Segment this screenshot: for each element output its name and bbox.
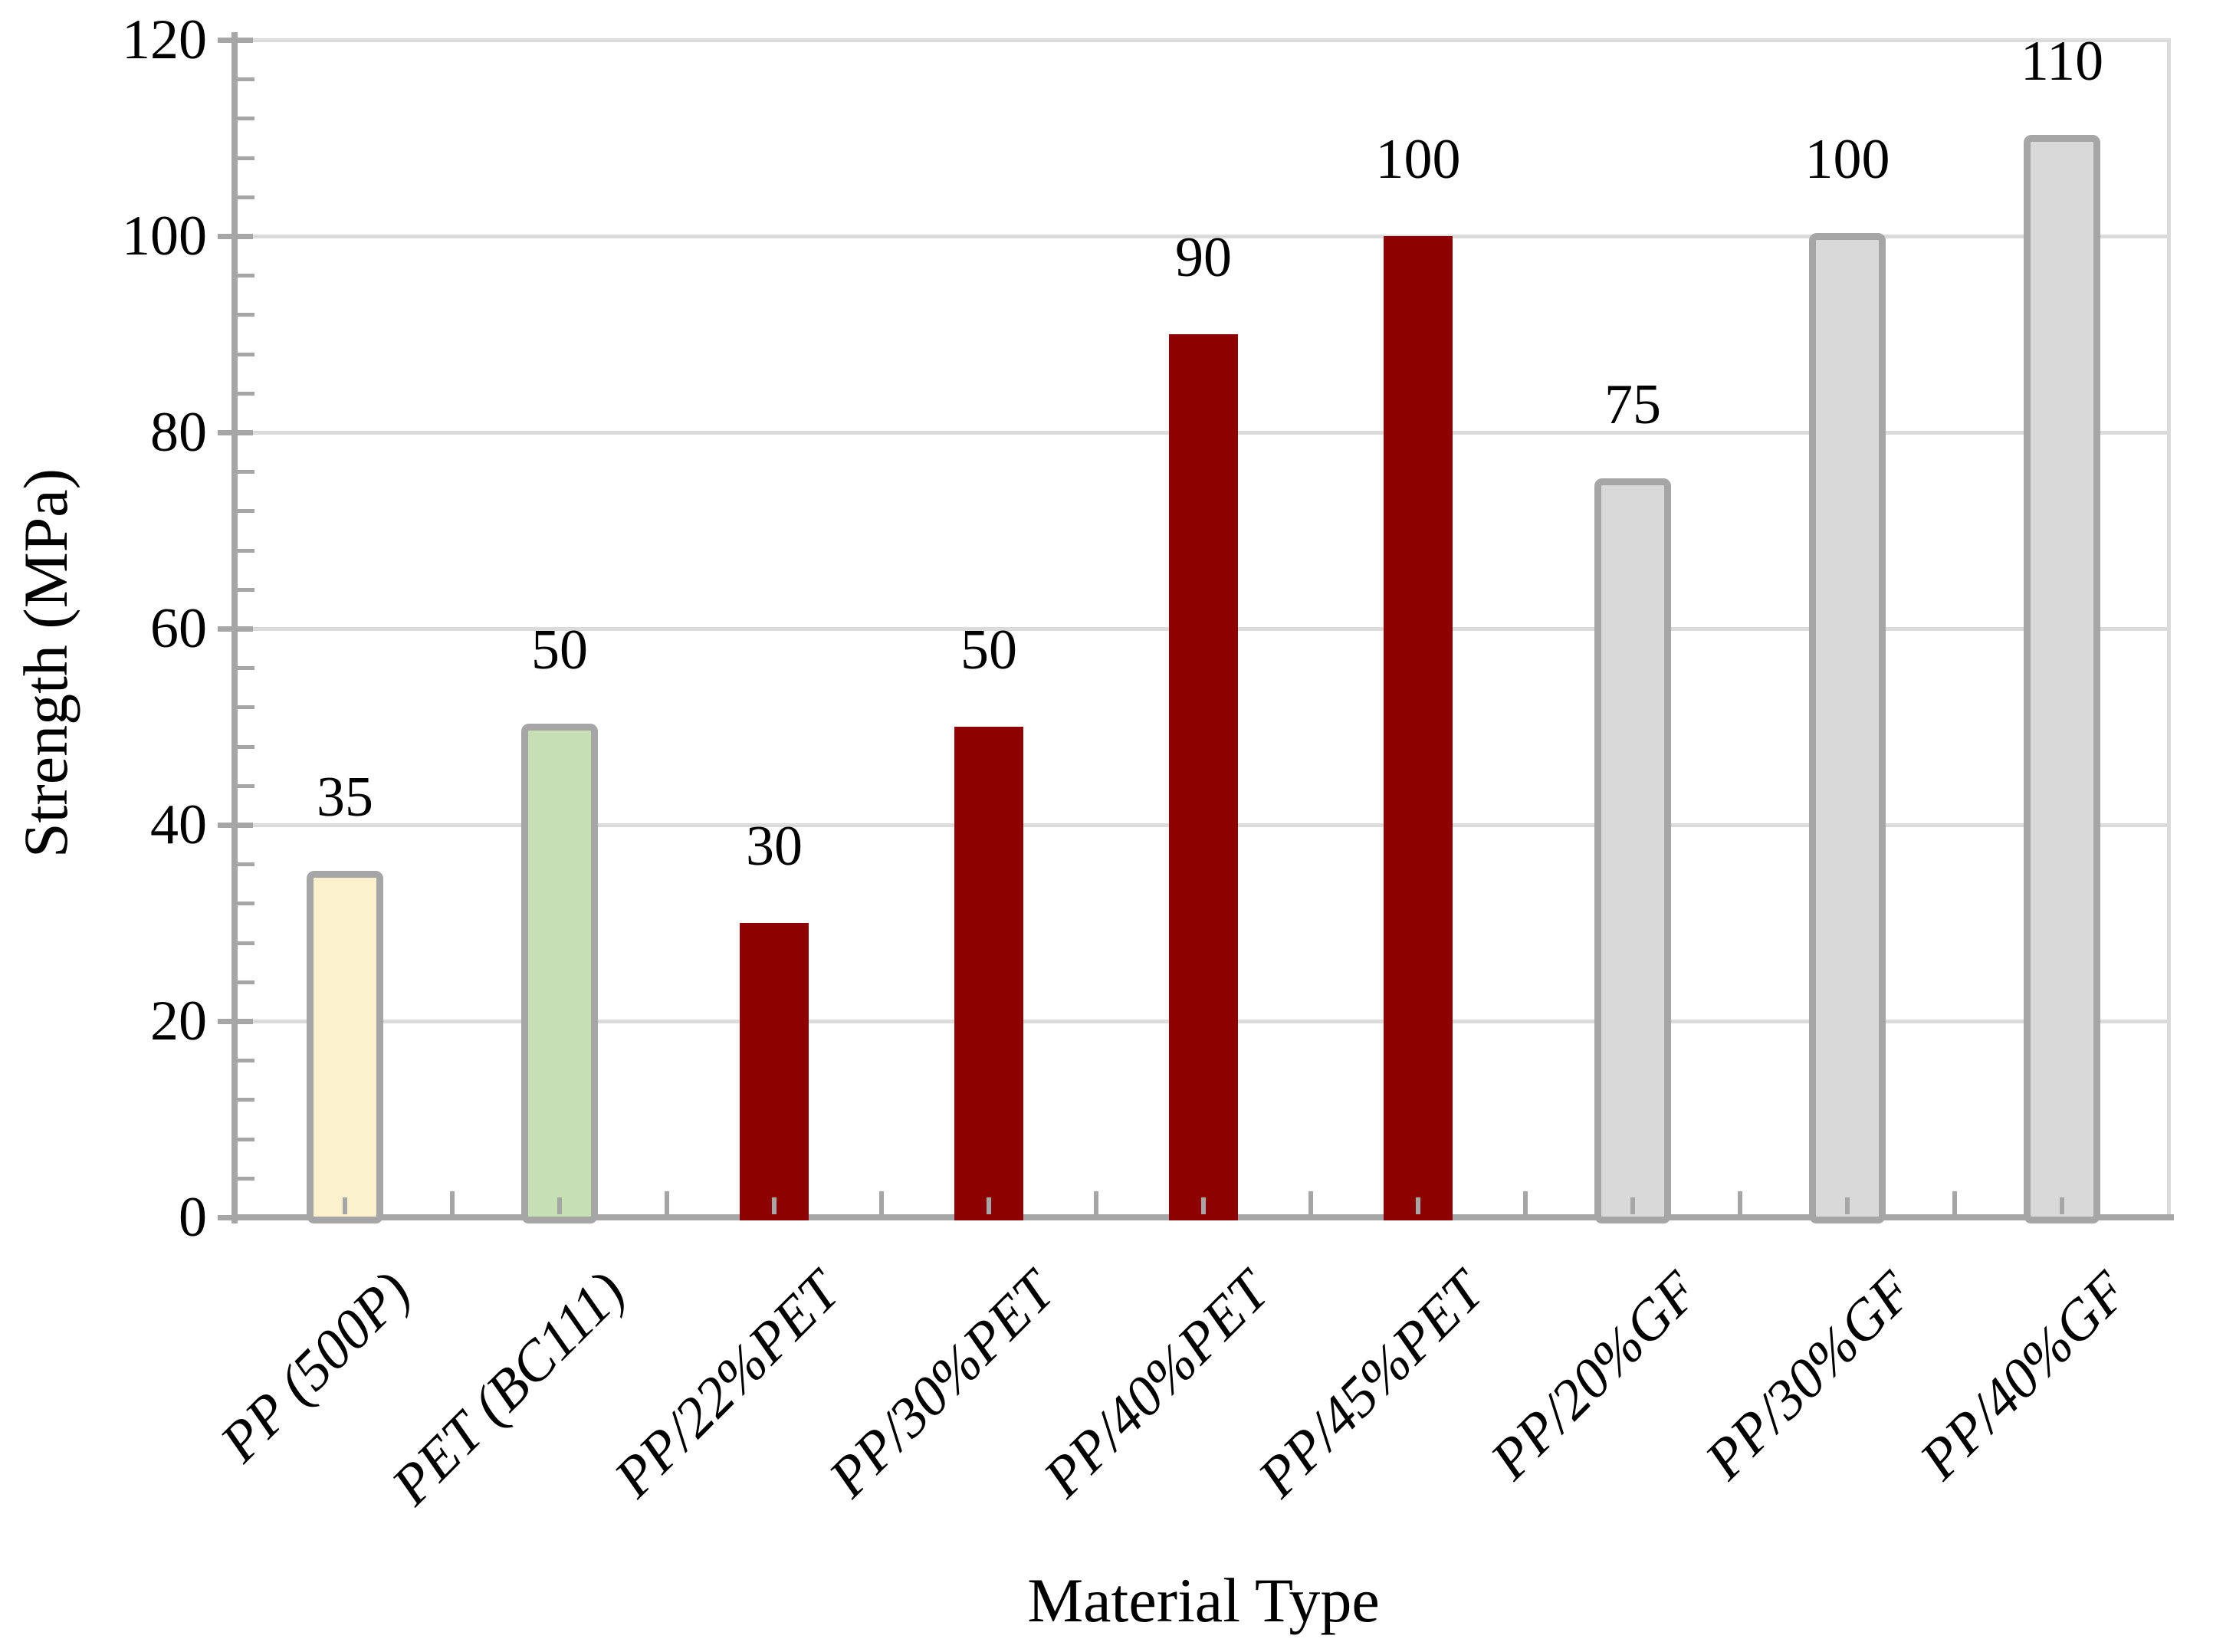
x-center-tick (1416, 1197, 1420, 1214)
bar-value-label: 110 (2020, 30, 2104, 93)
y-minor-tick (238, 77, 254, 82)
bar-value-label: 50 (960, 619, 1017, 681)
y-major-tick (218, 38, 253, 43)
bar-value-label: 90 (1175, 226, 1232, 289)
y-tick-label: 100 (122, 205, 207, 268)
bar (1594, 478, 1671, 1223)
x-center-tick (557, 1197, 562, 1214)
y-minor-tick (238, 195, 254, 199)
grid-line (238, 235, 2169, 238)
y-major-tick (218, 626, 253, 632)
x-boundary-tick (1308, 1191, 1313, 1214)
y-minor-tick (238, 980, 254, 984)
y-tick-label: 20 (150, 990, 207, 1053)
x-boundary-tick (1523, 1191, 1528, 1214)
y-major-tick (218, 430, 253, 435)
y-tick-label: 60 (150, 597, 207, 660)
y-axis-title: Strength (MPa) (11, 468, 80, 858)
y-minor-tick (238, 705, 254, 710)
x-center-tick (772, 1197, 777, 1214)
bar-value-label: 50 (531, 619, 588, 681)
y-minor-tick (238, 352, 254, 356)
y-tick-label: 120 (122, 8, 207, 71)
y-minor-tick (238, 313, 254, 317)
x-center-tick (1845, 1197, 1850, 1214)
y-minor-tick (238, 509, 254, 514)
y-minor-tick (238, 783, 254, 788)
y-minor-tick (238, 1137, 254, 1141)
bar-value-label: 100 (1375, 128, 1461, 191)
y-minor-tick (238, 744, 254, 749)
x-center-tick (1630, 1197, 1635, 1214)
plot-right-border (2167, 38, 2171, 1216)
y-minor-tick (238, 391, 254, 396)
bar (307, 871, 383, 1223)
y-minor-tick (238, 862, 254, 867)
y-major-tick (218, 234, 253, 239)
y-major-tick (218, 1019, 253, 1024)
y-minor-tick (238, 156, 254, 160)
y-minor-tick (238, 548, 254, 553)
bar-value-label: 75 (1604, 373, 1661, 436)
bar-value-label: 30 (746, 815, 803, 878)
x-boundary-tick (1094, 1191, 1098, 1214)
y-minor-tick (238, 666, 254, 671)
x-axis-title: Material Type (1027, 1565, 1380, 1635)
bar-value-label: 35 (317, 766, 373, 829)
bar (740, 923, 809, 1220)
x-boundary-tick (1738, 1191, 1742, 1214)
grid-line (238, 38, 2169, 42)
x-center-tick (343, 1197, 347, 1214)
x-boundary-tick (665, 1191, 669, 1214)
x-center-tick (2060, 1197, 2064, 1214)
bar (1169, 334, 1238, 1220)
y-minor-tick (238, 274, 254, 278)
bar (954, 727, 1023, 1220)
x-boundary-tick (879, 1191, 884, 1214)
y-minor-tick (238, 470, 254, 475)
y-tick-label: 80 (150, 401, 207, 464)
bar (1809, 233, 1886, 1223)
x-category-label: PP (500P) (208, 1260, 423, 1474)
x-center-tick (1201, 1197, 1206, 1214)
bar (521, 724, 598, 1223)
bar (1384, 236, 1453, 1220)
y-minor-tick (238, 1059, 254, 1063)
y-major-tick (218, 823, 253, 828)
x-center-tick (987, 1197, 991, 1214)
x-boundary-tick (450, 1191, 455, 1214)
x-boundary-tick (1952, 1191, 1957, 1214)
y-minor-tick (238, 587, 254, 592)
bar (2024, 135, 2100, 1223)
bar-value-label: 100 (1804, 128, 1890, 191)
y-tick-label: 40 (150, 793, 207, 856)
y-major-tick (218, 1215, 253, 1220)
y-minor-tick (238, 902, 254, 906)
y-minor-tick (238, 941, 254, 945)
y-tick-label: 0 (179, 1186, 207, 1249)
y-minor-tick (238, 117, 254, 121)
y-minor-tick (238, 1176, 254, 1181)
y-minor-tick (238, 1098, 254, 1102)
